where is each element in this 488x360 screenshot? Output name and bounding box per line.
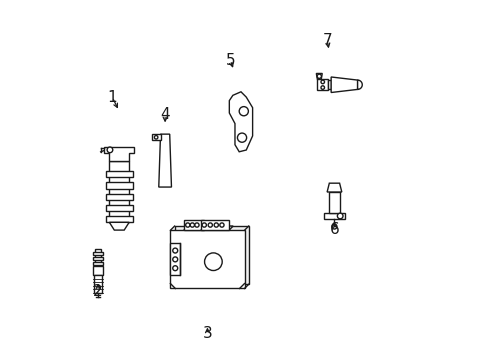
Circle shape bbox=[214, 223, 218, 227]
Text: 3: 3 bbox=[202, 326, 212, 341]
Polygon shape bbox=[106, 216, 132, 222]
Polygon shape bbox=[317, 79, 327, 90]
Polygon shape bbox=[201, 220, 228, 230]
Polygon shape bbox=[106, 205, 132, 211]
Polygon shape bbox=[324, 213, 344, 219]
Polygon shape bbox=[106, 171, 132, 177]
Polygon shape bbox=[330, 77, 357, 93]
Circle shape bbox=[190, 223, 194, 227]
Circle shape bbox=[208, 223, 212, 227]
Polygon shape bbox=[106, 194, 132, 200]
Circle shape bbox=[331, 224, 336, 229]
Circle shape bbox=[172, 248, 177, 253]
Circle shape bbox=[202, 223, 206, 227]
Polygon shape bbox=[170, 243, 180, 275]
Polygon shape bbox=[328, 192, 340, 213]
Text: 5: 5 bbox=[225, 53, 235, 68]
Polygon shape bbox=[201, 226, 233, 230]
Polygon shape bbox=[151, 134, 160, 140]
Circle shape bbox=[185, 223, 189, 227]
Polygon shape bbox=[93, 257, 103, 260]
Text: 6: 6 bbox=[329, 222, 339, 237]
Circle shape bbox=[239, 107, 248, 116]
Polygon shape bbox=[93, 266, 103, 275]
Circle shape bbox=[237, 133, 246, 142]
Text: 1: 1 bbox=[107, 90, 117, 105]
Polygon shape bbox=[104, 147, 134, 161]
Polygon shape bbox=[183, 226, 208, 230]
Text: 2: 2 bbox=[93, 284, 102, 299]
Circle shape bbox=[219, 223, 224, 227]
Polygon shape bbox=[93, 252, 103, 255]
Circle shape bbox=[320, 80, 324, 84]
Polygon shape bbox=[326, 183, 341, 192]
Polygon shape bbox=[95, 249, 101, 266]
Polygon shape bbox=[109, 161, 129, 222]
Circle shape bbox=[107, 147, 113, 153]
Polygon shape bbox=[357, 80, 362, 89]
Polygon shape bbox=[94, 275, 102, 293]
Circle shape bbox=[317, 74, 321, 78]
Polygon shape bbox=[106, 183, 132, 189]
Polygon shape bbox=[183, 220, 204, 230]
Polygon shape bbox=[229, 92, 252, 152]
Circle shape bbox=[320, 86, 324, 89]
Polygon shape bbox=[170, 230, 244, 288]
Text: 4: 4 bbox=[160, 107, 170, 122]
Polygon shape bbox=[174, 226, 248, 284]
Circle shape bbox=[194, 223, 199, 227]
Polygon shape bbox=[327, 80, 330, 89]
Polygon shape bbox=[159, 134, 171, 187]
Circle shape bbox=[172, 257, 177, 262]
Circle shape bbox=[204, 253, 222, 270]
Polygon shape bbox=[109, 222, 129, 230]
Polygon shape bbox=[93, 262, 103, 265]
Polygon shape bbox=[316, 73, 322, 79]
Circle shape bbox=[172, 266, 177, 271]
Text: 7: 7 bbox=[322, 33, 331, 48]
Circle shape bbox=[154, 136, 158, 139]
Circle shape bbox=[337, 213, 342, 219]
